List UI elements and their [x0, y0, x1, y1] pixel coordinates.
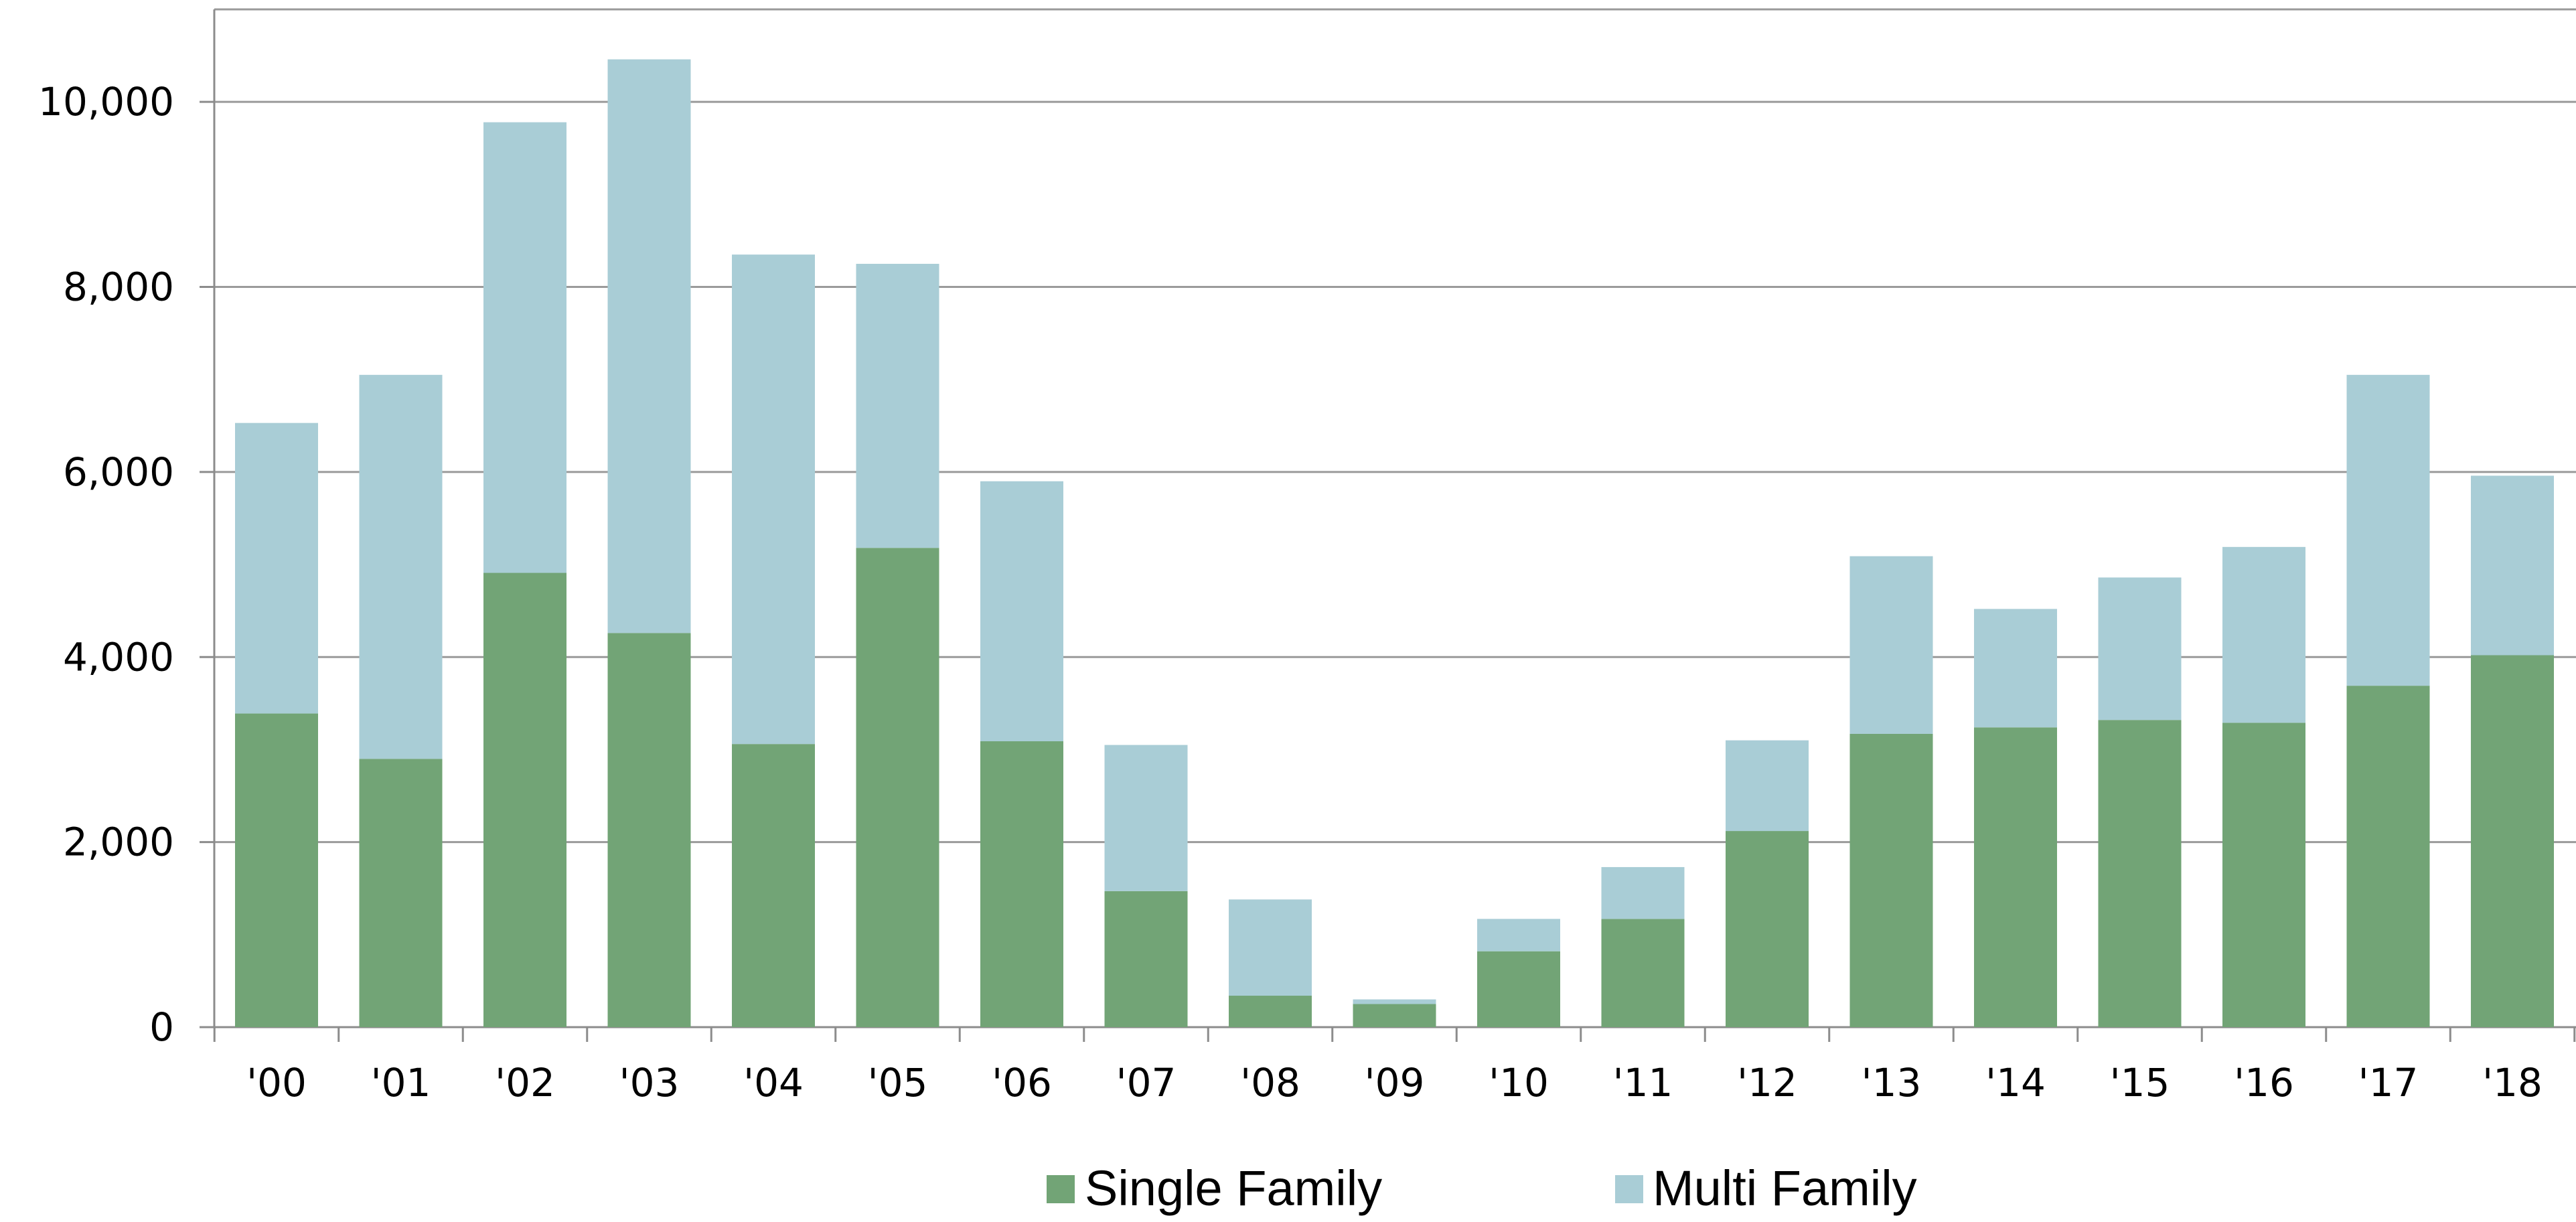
bar-multi-family-6	[980, 481, 1063, 742]
x-tick-label: '04	[743, 1060, 804, 1105]
bar-multi-family-16	[2222, 546, 2305, 723]
bar-single-family-15	[2098, 720, 2182, 1027]
x-tick-label: '18	[2482, 1060, 2543, 1105]
bar-multi-family-7	[1104, 745, 1188, 891]
x-tick-label: '07	[1116, 1060, 1177, 1105]
bar-single-family-10	[1477, 951, 1560, 1027]
bar-multi-family-2	[483, 122, 566, 573]
legend-label-single-family: Single Family	[1085, 1160, 1382, 1216]
bar-multi-family-12	[1726, 740, 1809, 832]
bar-single-family-3	[607, 633, 691, 1027]
bar-single-family-4	[732, 744, 815, 1027]
legend-swatch-multi-family	[1615, 1175, 1643, 1203]
bar-multi-family-8	[1229, 899, 1312, 996]
bar-single-family-18	[2471, 655, 2554, 1027]
bar-multi-family-1	[359, 374, 443, 759]
bars	[235, 59, 2554, 1027]
bar-multi-family-15	[2098, 577, 2182, 720]
x-tick-label: '01	[371, 1060, 431, 1105]
bar-single-family-2	[483, 572, 566, 1027]
x-tick-label: '16	[2234, 1060, 2294, 1105]
bar-single-family-13	[1849, 733, 1933, 1027]
bar-multi-family-4	[732, 254, 815, 745]
x-tick-label: '13	[1862, 1060, 1922, 1105]
bar-single-family-16	[2222, 722, 2305, 1027]
x-tick-label: '15	[2110, 1060, 2170, 1105]
bar-single-family-14	[1974, 727, 2057, 1027]
x-tick-label: '17	[2358, 1060, 2419, 1105]
bar-single-family-0	[235, 713, 318, 1027]
y-tick-label: 6,000	[63, 449, 174, 495]
bar-multi-family-17	[2346, 374, 2430, 686]
bar-single-family-11	[1601, 919, 1685, 1027]
bar-multi-family-18	[2471, 475, 2554, 656]
x-tick-label: '02	[495, 1060, 555, 1105]
bar-single-family-5	[856, 548, 939, 1027]
x-tick-label: '08	[1240, 1060, 1300, 1105]
x-tick-label: '10	[1489, 1060, 1549, 1105]
bar-multi-family-5	[856, 264, 939, 548]
x-tick-label: '06	[992, 1060, 1052, 1105]
x-tick-label: '09	[1365, 1060, 1425, 1105]
x-tick-label: '00	[246, 1060, 307, 1105]
legend: Single Family Multi Family	[1047, 1160, 1917, 1216]
y-tick-label: 4,000	[63, 634, 174, 680]
y-tick-label: 2,000	[63, 820, 174, 865]
x-tick-label: '03	[619, 1060, 680, 1105]
y-tick-label: 10,000	[38, 79, 174, 125]
bar-single-family-12	[1726, 831, 1809, 1027]
x-tick-label: '14	[1985, 1060, 2046, 1105]
gridlines	[214, 8, 2576, 844]
x-tick-labels: '00 '01 '02 '03 '04 '05 '06 '07 '08 '09 '10 '11 '12 '…	[246, 1060, 2543, 1105]
x-tick-label: '11	[1613, 1060, 1673, 1105]
x-tick-label: '05	[868, 1060, 928, 1105]
bar-multi-family-10	[1477, 919, 1560, 951]
bar-single-family-7	[1104, 891, 1188, 1027]
x-tick-label: '12	[1737, 1060, 1797, 1105]
bar-multi-family-9	[1353, 999, 1436, 1004]
bar-single-family-9	[1353, 1004, 1436, 1027]
bar-multi-family-3	[607, 59, 691, 633]
bar-multi-family-11	[1601, 866, 1685, 919]
bar-single-family-17	[2346, 686, 2430, 1027]
bar-multi-family-0	[235, 423, 318, 714]
y-tick-label: 0	[149, 1004, 174, 1050]
bar-single-family-6	[980, 741, 1063, 1027]
y-tick-labels: 0 2,000 4,000 6,000 8,000 10,000	[38, 79, 174, 1050]
bar-multi-family-14	[1974, 609, 2057, 728]
y-tick-label: 8,000	[63, 264, 174, 310]
legend-label-multi-family: Multi Family	[1653, 1160, 1917, 1216]
legend-swatch-single-family	[1047, 1175, 1075, 1203]
bar-multi-family-13	[1849, 556, 1933, 734]
bar-single-family-8	[1229, 996, 1312, 1027]
bar-single-family-1	[359, 759, 443, 1027]
